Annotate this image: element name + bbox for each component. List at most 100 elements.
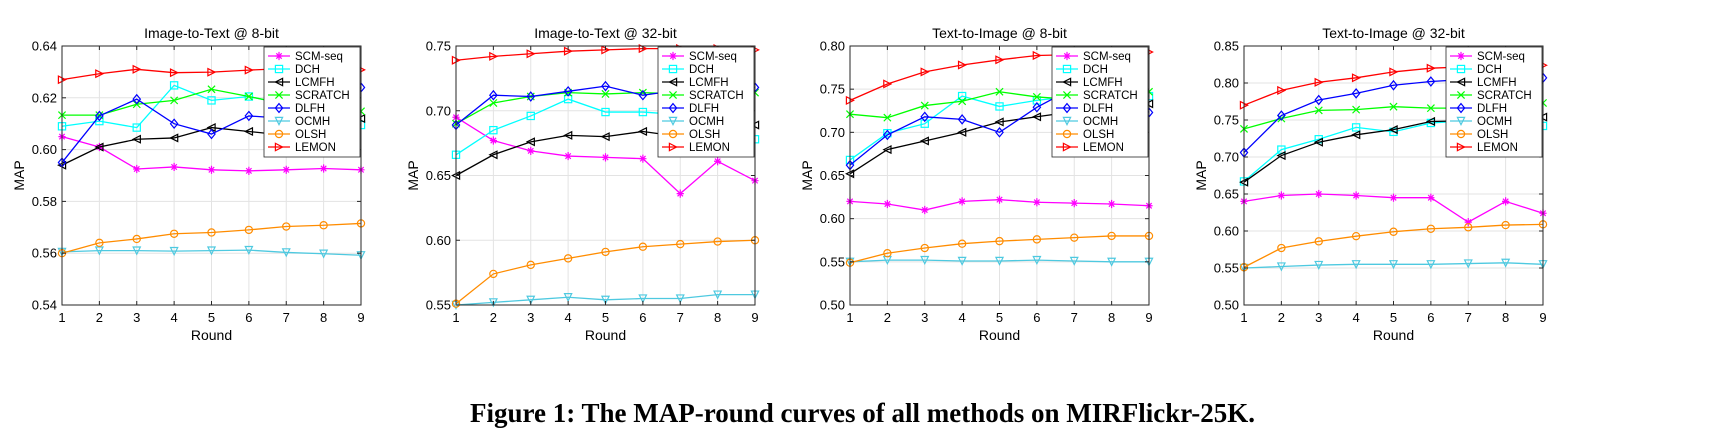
legend-marker: [1062, 129, 1072, 139]
data-point-ocmh: [526, 295, 536, 305]
legend-marker: [1456, 129, 1466, 139]
legend-label: LCMFH: [1083, 77, 1123, 89]
x-tick-label: 7: [677, 310, 684, 325]
legend-item-lcmfh: LCMFH: [1450, 77, 1517, 89]
legend-label: LEMON: [1477, 142, 1518, 154]
data-point-dlfh: [132, 93, 142, 105]
data-point-lcmfh: [525, 137, 535, 147]
x-axis-label: Round: [979, 327, 1020, 343]
data-point-ocmh: [994, 256, 1005, 266]
data-point-ocmh: [206, 246, 217, 256]
x-axis-label: Round: [191, 327, 232, 343]
data-point-ocmh: [1426, 260, 1436, 270]
y-tick-label: 0.80: [1214, 76, 1239, 91]
y-tick-label: 0.55: [820, 254, 845, 269]
x-tick-label: 4: [171, 310, 178, 325]
data-point-scm-seq: [714, 157, 722, 166]
data-point-lcmfh: [882, 145, 892, 155]
figure-caption: Figure 1: The MAP-round curves of all me…: [470, 398, 1255, 428]
y-tick-label: 0.70: [1214, 150, 1239, 165]
legend-marker: [1456, 64, 1466, 74]
y-tick-label: 0.70: [820, 125, 845, 140]
data-point-lemon: [1032, 50, 1042, 61]
data-point-scm-seq: [1427, 193, 1435, 202]
legend-label: DLFH: [1083, 103, 1113, 115]
legend-label: OCMH: [295, 116, 330, 128]
series-line-ocmh: [61, 249, 362, 256]
legend-item-olsh: OLSH: [268, 129, 326, 141]
data-point-ocmh: [1069, 256, 1079, 266]
y-tick-label: 0.85: [1214, 39, 1239, 54]
y-axis-label: MAP: [405, 160, 421, 190]
legend-label: SCM-seq: [1477, 51, 1525, 63]
data-point-dlfh: [1351, 88, 1361, 99]
data-point-ocmh: [1501, 258, 1511, 268]
x-tick-label: 2: [884, 310, 891, 325]
data-point-scm-seq: [564, 151, 572, 161]
data-point-olsh: [1351, 231, 1361, 241]
data-point-olsh: [1426, 224, 1436, 233]
data-point-lemon: [207, 67, 217, 77]
data-point-scratch: [883, 113, 892, 122]
y-axis-ticks: 0.54 0.56 0.58 0.60 0.62 0.64: [32, 39, 361, 313]
data-point-dlfh: [1426, 76, 1436, 87]
data-point-scratch: [207, 85, 216, 94]
data-point-ocmh: [713, 290, 723, 300]
legend-label: LEMON: [295, 142, 336, 154]
legend-label: OLSH: [1083, 129, 1114, 141]
legend-item-ocmh: OCMH: [1450, 116, 1512, 128]
legend-marker: [668, 77, 678, 87]
series-line-olsh: [455, 239, 756, 305]
legend-label: OCMH: [1477, 116, 1512, 128]
data-point-scm-seq: [958, 197, 966, 206]
y-tick-label: 0.64: [32, 39, 57, 54]
legend-marker: [1456, 102, 1466, 114]
legend-label: DLFH: [689, 103, 719, 115]
legend-item-lemon: LEMON: [1056, 142, 1124, 154]
data-point-dlfh: [94, 110, 104, 122]
figure-charts: 1 2 3 4 5 6 7 8 9 0.54 0.56 0.58 0.60 0.62 0.64 Image-t…: [11, 25, 1548, 343]
data-point-ocmh: [675, 294, 685, 304]
data-point-ocmh: [319, 249, 329, 259]
x-tick-label: 3: [133, 310, 140, 325]
y-tick-label: 0.60: [1214, 224, 1239, 239]
chart-title: Text-to-Image @ 8-bit: [932, 25, 1067, 41]
legend-marker: [275, 51, 283, 61]
data-point-olsh: [207, 228, 216, 237]
data-point-ocmh: [488, 298, 498, 308]
data-point-ocmh: [132, 246, 142, 256]
legend-item-scm-seq: SCM-seq: [1056, 51, 1131, 63]
data-point-ocmh: [1388, 260, 1399, 270]
data-point-dch: [207, 96, 216, 105]
series-olsh: [1239, 220, 1548, 272]
data-point-lemon: [489, 51, 499, 61]
legend-item-ocmh: OCMH: [1056, 116, 1118, 128]
x-tick-label: 1: [452, 310, 459, 325]
legend-marker: [669, 51, 677, 61]
x-tick-label: 8: [714, 310, 721, 325]
x-tick-label: 5: [208, 310, 215, 325]
legend-marker: [274, 129, 284, 139]
data-point-ocmh: [638, 294, 648, 304]
data-point-dlfh: [882, 129, 892, 141]
data-point-dch: [1351, 123, 1361, 132]
legend-item-dch: DCH: [268, 64, 320, 76]
legend-label: DCH: [689, 64, 714, 76]
legend-label: DLFH: [295, 103, 325, 115]
legend-marker: [1062, 64, 1072, 74]
data-point-scm-seq: [320, 164, 328, 173]
data-point-lemon: [169, 68, 180, 78]
x-axis-label: Round: [585, 327, 626, 343]
data-point-olsh: [995, 236, 1004, 246]
data-point-lcmfh: [94, 142, 104, 152]
x-axis-ticks: 1 2 3 4 5 6 7 8 9: [846, 46, 1153, 325]
data-point-ocmh: [1314, 260, 1324, 270]
data-point-ocmh: [957, 256, 967, 266]
data-point-dch: [489, 125, 498, 135]
data-point-scm-seq: [1315, 189, 1323, 199]
x-tick-label: 8: [1108, 310, 1115, 325]
data-point-dlfh: [207, 128, 216, 140]
data-point-scm-seq: [601, 153, 610, 162]
x-tick-label: 3: [921, 310, 928, 325]
data-point-scm-seq: [676, 189, 684, 198]
